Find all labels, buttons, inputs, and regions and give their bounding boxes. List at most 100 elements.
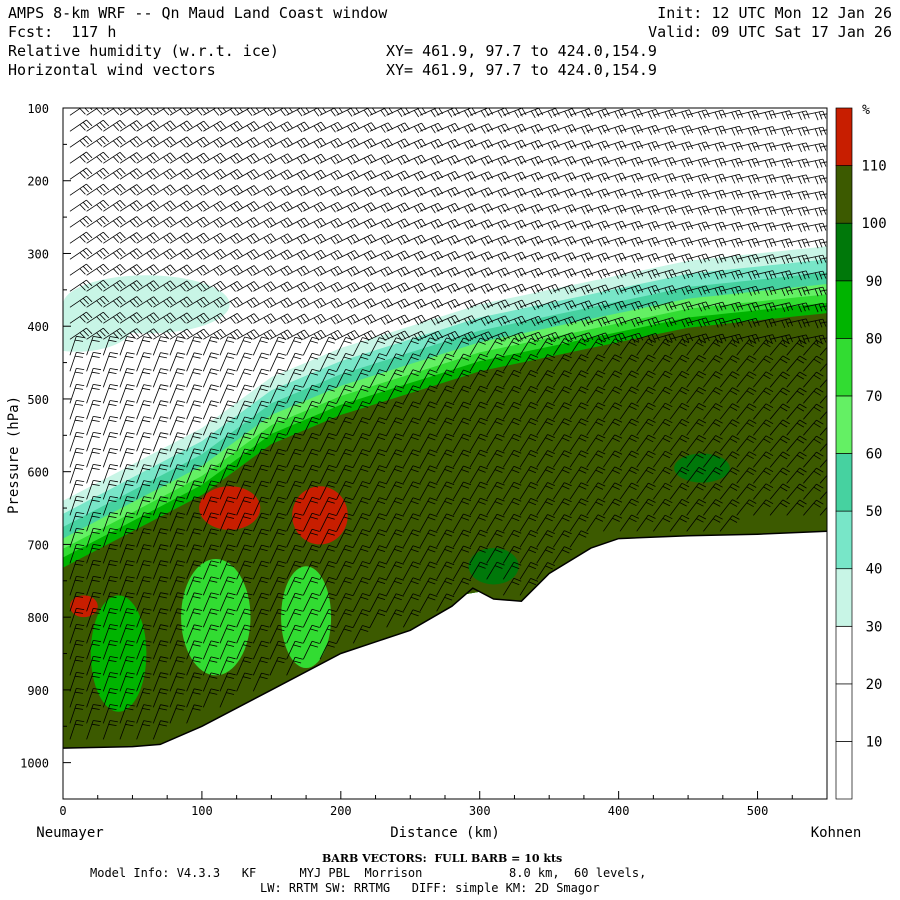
wind-barb [786, 499, 807, 516]
wind-barb [436, 497, 455, 516]
wind-barb [386, 353, 404, 372]
wind-barb [219, 281, 243, 292]
wind-barb [486, 123, 510, 134]
wind-barb [69, 512, 85, 532]
wind-barb [452, 433, 472, 452]
wind-barb [269, 121, 293, 133]
wind-barb [69, 496, 85, 516]
wind-barb [619, 236, 644, 247]
wind-barb [69, 704, 85, 724]
wind-barb [286, 281, 310, 293]
wind-barb [553, 370, 572, 388]
wind-barb [586, 268, 610, 279]
wind-barb [603, 482, 623, 500]
wind-barb [503, 235, 527, 247]
wind-barb [286, 608, 303, 628]
wind-barb [553, 284, 577, 295]
wind-barb [419, 353, 438, 372]
wind-barb [703, 435, 723, 452]
wind-barb [419, 202, 444, 214]
wind-barb [586, 172, 610, 183]
wind-barb [103, 119, 126, 132]
wind-barb [486, 171, 510, 182]
wind-barb [319, 265, 343, 277]
wind-barb [252, 624, 270, 644]
wind-barb [202, 672, 219, 692]
wind-barb [286, 640, 303, 660]
wind-barb [753, 419, 774, 436]
wind-barb [619, 220, 644, 231]
wind-barb [202, 656, 219, 676]
wind-barb [519, 434, 539, 452]
wind-barb [586, 300, 610, 311]
wind-barb [286, 400, 303, 420]
wind-barb [119, 496, 135, 516]
wind-barb [536, 188, 560, 199]
wind-barb [553, 386, 572, 404]
wind-barb [503, 497, 522, 516]
wind-barb [753, 371, 774, 388]
wind-barb [419, 138, 444, 150]
wind-barb [669, 514, 690, 532]
wind-barb [286, 576, 303, 596]
wind-barb [402, 577, 421, 596]
wind-barb [169, 264, 193, 276]
wind-barb [436, 545, 455, 564]
wind-barb [553, 172, 577, 183]
wind-barb [669, 125, 694, 136]
wind-barb [369, 449, 388, 468]
wind-barb [653, 466, 673, 484]
wind-barb [69, 416, 85, 436]
wind-barb [303, 281, 327, 293]
wind-barb [286, 384, 303, 404]
wind-barb [553, 418, 572, 436]
wind-barb [186, 608, 203, 628]
wind-barb [769, 371, 790, 388]
wind-barb [336, 266, 360, 277]
wind-barb [486, 108, 510, 118]
wind-barb [636, 205, 660, 216]
wind-barb [603, 514, 623, 532]
wind-barb [536, 370, 555, 388]
wind-barb [703, 451, 723, 468]
wind-barb [286, 265, 310, 277]
wind-barb [153, 152, 176, 164]
wind-barb [586, 370, 606, 388]
wind-barb [402, 481, 421, 500]
wind-barb [403, 218, 427, 230]
wind-barb [369, 497, 388, 516]
wind-barb [769, 158, 793, 169]
wind-barb [619, 338, 639, 356]
wind-barb [553, 252, 577, 263]
wind-barb [436, 401, 455, 420]
wind-barb [719, 371, 740, 388]
wind-barb [669, 418, 690, 436]
wind-barb [536, 514, 555, 532]
wind-barb [236, 528, 253, 548]
wind-barb [153, 184, 176, 196]
wind-barb [386, 577, 404, 596]
wind-barb [503, 577, 522, 596]
wind-barb [103, 135, 126, 148]
wind-barb [536, 220, 560, 231]
wind-barb [302, 352, 320, 372]
wind-barb [152, 608, 169, 628]
wind-barb [86, 576, 102, 596]
wind-barb [819, 257, 827, 260]
wind-barb [436, 187, 460, 198]
wind-barb [503, 283, 527, 295]
wind-barb [86, 231, 110, 244]
wind-barb [436, 267, 460, 278]
wind-barb [436, 235, 460, 246]
wind-barb [169, 280, 193, 292]
wind-barb [636, 354, 656, 372]
wind-barb [753, 403, 774, 420]
wind-barb [352, 337, 371, 356]
wind-barb [336, 108, 360, 117]
wind-barb [102, 432, 118, 452]
wind-barb [503, 465, 522, 484]
wind-barb [219, 352, 236, 372]
wind-barb [619, 386, 639, 404]
wind-barb [103, 248, 126, 260]
wind-barb [186, 336, 203, 356]
